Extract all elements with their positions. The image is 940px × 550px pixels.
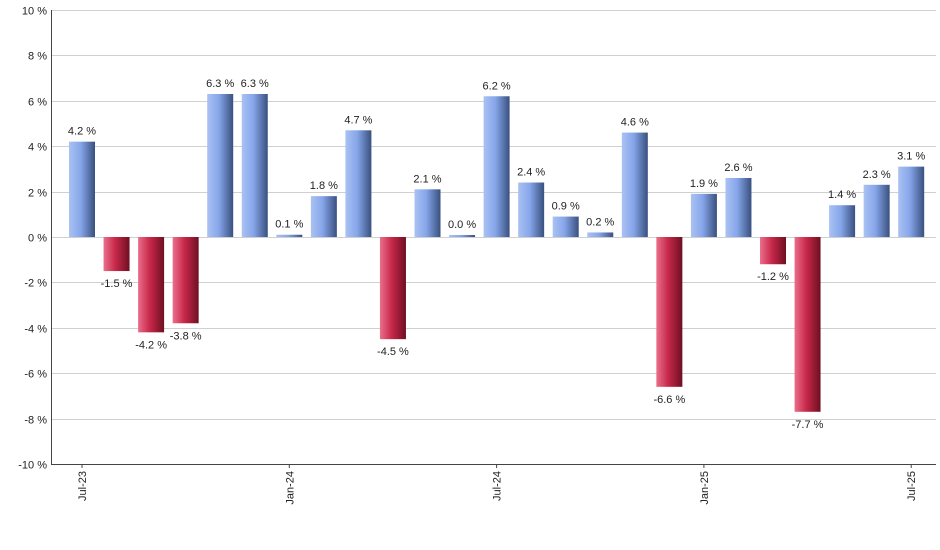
bar	[863, 184, 890, 237]
data-label: -4.2 %	[135, 339, 167, 351]
bar	[379, 237, 406, 340]
y-tick-label: 4 %	[28, 142, 47, 154]
bar	[138, 237, 165, 333]
bar	[483, 96, 510, 237]
bar	[552, 216, 579, 237]
data-label: 2.1 %	[413, 173, 441, 185]
data-label: -1.2 %	[757, 271, 789, 283]
data-label: 0.2 %	[586, 216, 614, 228]
x-tick-label: Jan-25	[699, 471, 711, 505]
x-tick-label: Jan-24	[284, 471, 296, 505]
x-tick-label: Jul-24	[492, 471, 504, 501]
bar	[172, 237, 199, 324]
bar	[241, 93, 268, 238]
y-tick-label: 6 %	[28, 97, 47, 109]
bar	[829, 205, 856, 237]
data-label: 6.2 %	[483, 80, 511, 92]
data-label: 3.1 %	[897, 151, 925, 163]
y-tick-label: -10 %	[18, 460, 47, 472]
data-label: 1.9 %	[690, 178, 718, 190]
y-tick-label: -8 %	[24, 415, 47, 427]
data-label: 4.6 %	[621, 117, 649, 129]
data-label: 2.6 %	[724, 162, 752, 174]
data-label: -1.5 %	[101, 278, 133, 290]
bar	[207, 93, 234, 238]
data-label: 1.8 %	[310, 180, 338, 192]
bar	[310, 196, 337, 237]
data-label: 6.3 %	[241, 78, 269, 90]
bar	[587, 232, 614, 237]
bar	[656, 237, 683, 387]
x-tick-label: Jul-25	[906, 471, 918, 501]
data-label: 0.1 %	[275, 219, 303, 231]
data-label: -3.8 %	[170, 330, 202, 342]
y-axis-tick-labels: -10 % -8 % -6 % -4 % -2 % 0 % 2 % 4 % 6 % 8 % 10 %	[18, 6, 47, 472]
bars	[69, 93, 925, 412]
data-label: -4.5 %	[377, 346, 409, 358]
bar	[345, 130, 372, 237]
data-label: 4.7 %	[344, 114, 372, 126]
bar	[103, 237, 130, 272]
y-tick-label: 2 %	[28, 188, 47, 200]
bar	[794, 237, 821, 412]
bar	[414, 189, 441, 237]
data-label: 0.9 %	[552, 201, 580, 213]
bar	[690, 193, 717, 237]
data-label: 1.4 %	[828, 189, 856, 201]
bar	[69, 141, 95, 237]
x-axis-tick-labels: Jul-23 Jan-24 Jul-24 Jan-25 Jul-25	[77, 464, 918, 505]
y-tick-label: -6 %	[24, 369, 47, 381]
bar	[760, 237, 786, 265]
data-label: 2.3 %	[863, 169, 891, 181]
axes	[51, 10, 936, 465]
y-tick-label: -2 %	[24, 278, 47, 290]
data-label: 0.0 %	[448, 219, 476, 231]
y-tick-label: 10 %	[22, 6, 47, 18]
bar	[725, 177, 752, 237]
y-tick-label: -4 %	[24, 324, 47, 336]
bar	[518, 182, 545, 237]
data-label: 4.2 %	[68, 126, 96, 138]
data-label: 2.4 %	[517, 167, 545, 179]
y-tick-label: 8 %	[28, 51, 47, 63]
data-label: -7.7 %	[792, 419, 824, 431]
y-tick-label: 0 %	[28, 233, 47, 245]
data-labels: 4.2 % -1.5 % -4.2 %-3.8 % 6.3 % 6.3 % 0.1 % 1.…	[68, 78, 926, 431]
x-tick-label: Jul-23	[77, 471, 89, 501]
bar	[621, 132, 648, 237]
data-label: -6.6 %	[653, 394, 685, 406]
data-label: 6.3 %	[206, 78, 234, 90]
bar	[898, 166, 925, 237]
bar	[276, 234, 303, 237]
bar	[449, 235, 476, 237]
